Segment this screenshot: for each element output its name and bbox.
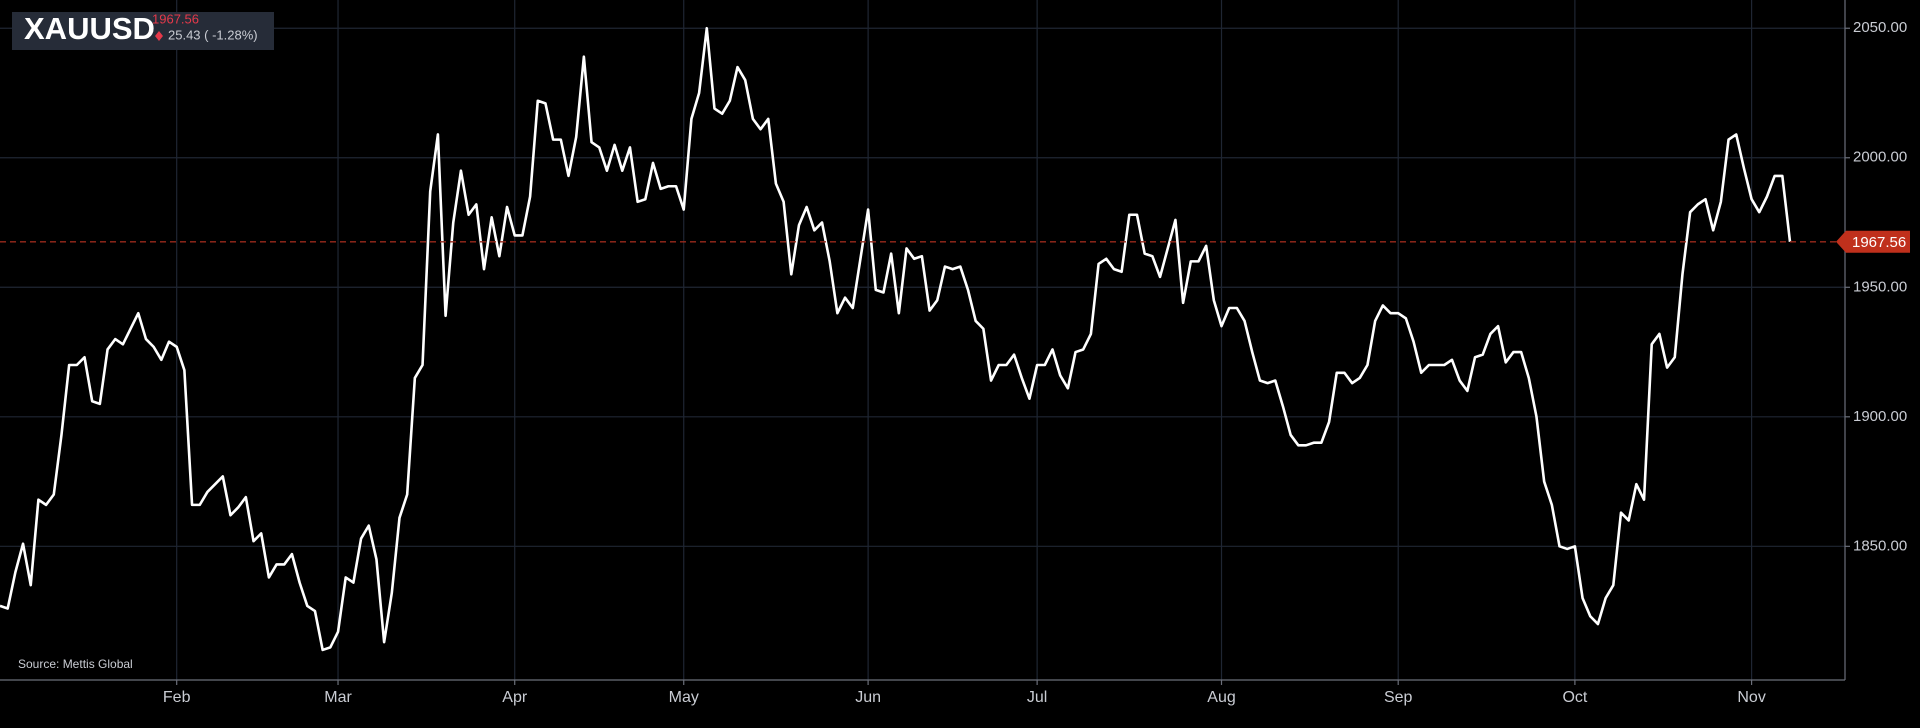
down-icon [155, 31, 163, 41]
x-tick-label: Nov [1737, 689, 1765, 706]
y-tick-label: 1900.00 [1853, 408, 1907, 425]
header-price: 1967.56 [152, 11, 199, 26]
x-tick-label: Feb [163, 689, 191, 706]
x-tick-label: Jul [1027, 689, 1047, 706]
last-price-tag [1836, 230, 1910, 253]
x-tick-label: Oct [1562, 689, 1587, 706]
x-tick-label: Aug [1207, 689, 1235, 706]
plot-layer [0, 26, 1845, 652]
y-tick-label: 2050.00 [1853, 19, 1907, 36]
x-tick-label: Sep [1384, 689, 1413, 706]
price-line [0, 26, 1792, 652]
grid-layer [0, 0, 1845, 680]
label-layer: 1850.00 1900.00 1950.00 2000.00 2050.00 Feb Ma… [163, 19, 1910, 706]
header-box [12, 12, 274, 50]
symbol-title: XAUUSD [24, 11, 155, 46]
x-tick-label: May [669, 689, 699, 706]
y-tick-label: 1950.00 [1853, 278, 1907, 295]
x-tick-label: Mar [324, 689, 352, 706]
y-tick-label: 1850.00 [1853, 537, 1907, 554]
source-note: Source: Mettis Global [18, 657, 133, 671]
last-price-label: 1967.56 [1852, 234, 1906, 251]
x-tick-label: Apr [502, 689, 528, 706]
y-tick-label: 2000.00 [1853, 149, 1907, 166]
x-tick-label: Jun [855, 689, 881, 706]
header-change: 25.43 ( -1.28%) [168, 27, 258, 42]
